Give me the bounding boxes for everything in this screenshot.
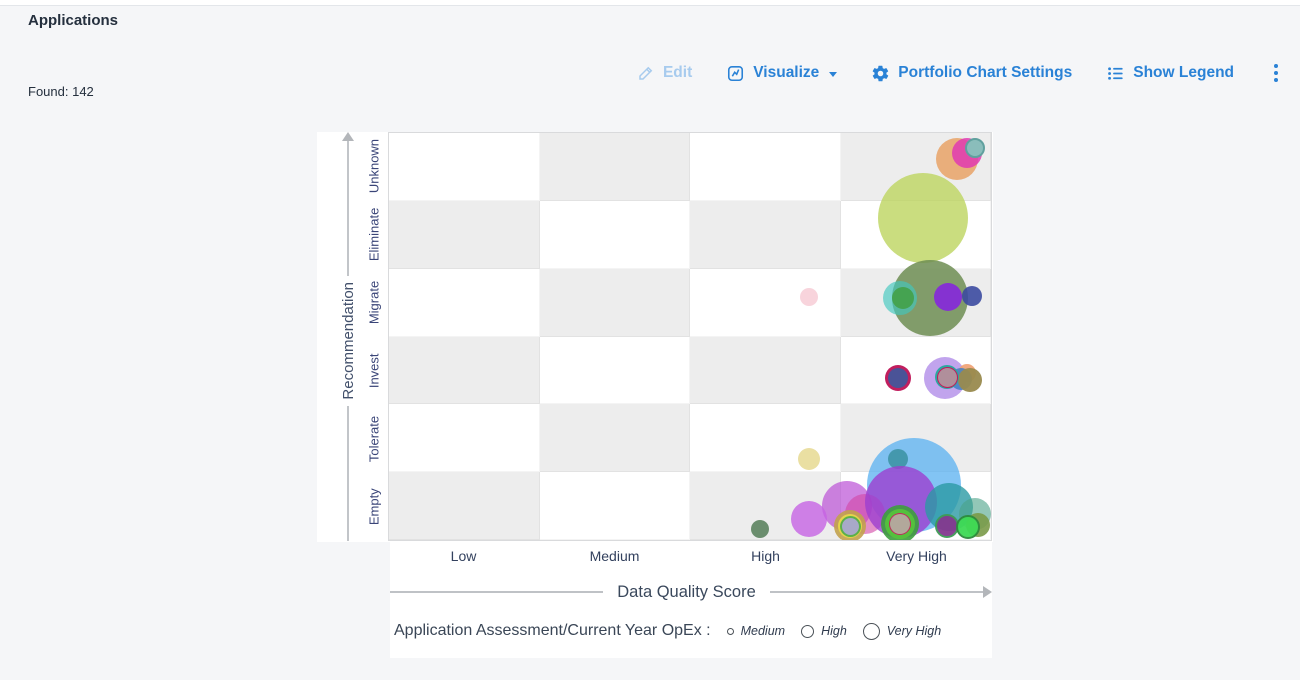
size-legend-circle-icon	[726, 627, 734, 635]
bubble[interactable]	[934, 283, 962, 311]
bubble[interactable]	[888, 368, 908, 388]
grid-cell	[539, 133, 690, 201]
y-axis-title: Recommendation	[339, 282, 357, 400]
x-axis-title: Data Quality Score	[617, 582, 756, 601]
x-category-label: Very High	[886, 548, 947, 564]
bubble[interactable]	[888, 449, 908, 469]
bubble[interactable]	[935, 514, 959, 538]
bubble[interactable]	[798, 448, 820, 470]
size-legend-label: High	[821, 624, 847, 638]
edit-label: Edit	[662, 64, 693, 81]
y-axis-labels: Unknown Eliminate Migrate Invest Tolerate Emp…	[361, 132, 387, 541]
arrow-up-icon	[342, 132, 354, 141]
chevron-down-icon	[829, 71, 838, 77]
x-category-label: High	[751, 548, 780, 564]
bubble-layer	[389, 133, 991, 540]
grid-cell	[389, 336, 540, 405]
x-category-label: Medium	[589, 548, 640, 564]
plot-area	[388, 132, 992, 541]
bubble[interactable]	[841, 517, 859, 535]
more-options-button[interactable]	[1268, 62, 1284, 84]
size-legend-item: Medium	[726, 624, 786, 638]
list-icon	[1106, 64, 1125, 83]
visualize-button[interactable]: Visualize	[726, 64, 838, 83]
size-legend-circle-icon	[862, 622, 880, 640]
x-axis-ticks: Low Medium High Very High	[390, 548, 992, 568]
bubble[interactable]	[751, 520, 769, 538]
bubble[interactable]	[892, 287, 914, 309]
size-legend: Application Assessment/Current Year OpEx…	[394, 622, 992, 640]
x-category-label: Low	[450, 548, 477, 564]
y-category-label: Unknown	[366, 138, 382, 194]
page-title: Applications	[28, 12, 119, 29]
portfolio-chart: Recommendation Unknown Eliminate Migrate In…	[317, 132, 993, 542]
bubble[interactable]	[958, 368, 982, 392]
visualize-label: Visualize	[753, 64, 820, 81]
kebab-icon	[1274, 64, 1278, 68]
visualize-icon	[726, 64, 745, 83]
arrow-right-icon	[983, 586, 993, 598]
size-legend-circle-icon	[801, 624, 815, 638]
bubble[interactable]	[800, 288, 818, 306]
y-axis: Recommendation Unknown Eliminate Migrate In…	[317, 132, 388, 541]
portfolio-chart-settings-label: Portfolio Chart Settings	[898, 64, 1073, 81]
size-legend-title: Application Assessment/Current Year OpEx…	[394, 622, 711, 639]
grid-cell	[539, 404, 690, 473]
y-category-label: Eliminate	[366, 207, 382, 261]
bubble[interactable]	[890, 514, 910, 534]
toolbar: Edit Visualize Portfolio Chart Settings …	[637, 58, 1284, 88]
size-legend-item: High	[801, 624, 847, 638]
top-border-band	[0, 0, 1300, 6]
size-legend-label: Very High	[886, 624, 942, 638]
grid-cell	[389, 200, 540, 269]
x-axis: Low Medium High Very High Data Quality Scor…	[390, 542, 993, 658]
bubble[interactable]	[956, 515, 980, 539]
x-axis-arrow: Data Quality Score	[390, 580, 993, 604]
bubble[interactable]	[965, 138, 985, 158]
bubble[interactable]	[791, 501, 827, 537]
size-legend-items: Medium High Very High	[711, 622, 942, 640]
edit-button[interactable]: Edit	[637, 64, 692, 82]
gear-icon	[871, 64, 890, 83]
y-category-label: Empty	[366, 488, 382, 526]
pencil-icon	[637, 64, 655, 82]
show-legend-button[interactable]: Show Legend	[1106, 64, 1234, 83]
show-legend-label: Show Legend	[1133, 64, 1234, 81]
y-category-label: Migrate	[366, 280, 382, 325]
found-count: Found: 142	[28, 84, 94, 99]
grid-cell	[389, 472, 540, 540]
grid-cell	[690, 336, 841, 405]
bubble[interactable]	[962, 286, 982, 306]
y-axis-arrow: Recommendation	[333, 132, 363, 541]
grid-cell	[539, 268, 690, 337]
size-legend-label: Medium	[740, 624, 786, 638]
size-legend-item: Very High	[862, 622, 942, 640]
grid-cell	[690, 200, 841, 269]
y-category-label: Tolerate	[366, 415, 382, 462]
y-category-label: Invest	[366, 353, 382, 388]
portfolio-chart-settings-button[interactable]: Portfolio Chart Settings	[871, 64, 1072, 83]
bubble[interactable]	[878, 173, 968, 263]
bubble[interactable]	[937, 367, 957, 387]
